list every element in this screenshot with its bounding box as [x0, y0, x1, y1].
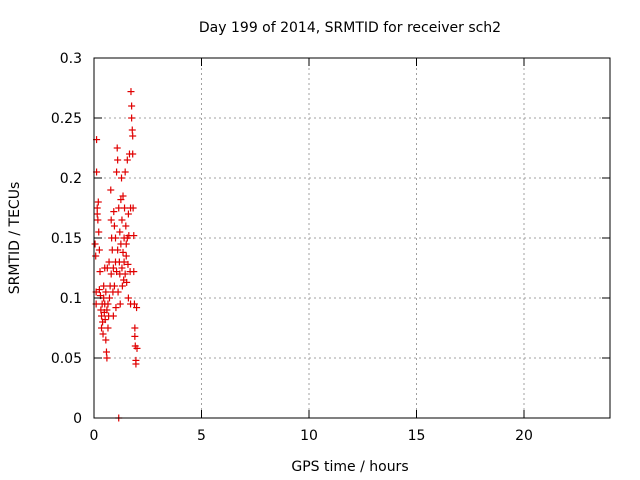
- data-point: [94, 216, 102, 224]
- data-point: [124, 210, 132, 218]
- data-point: [130, 268, 138, 276]
- x-tick-label: 5: [197, 428, 206, 444]
- data-point: [119, 248, 127, 256]
- x-tick-label: 0: [90, 428, 99, 444]
- data-point: [129, 150, 137, 158]
- data-point: [131, 324, 139, 332]
- data-point: [103, 354, 111, 362]
- data-point: [116, 300, 124, 308]
- data-point: [98, 312, 106, 320]
- data-point: [114, 246, 122, 254]
- data-point: [113, 144, 121, 152]
- data-point: [112, 304, 120, 312]
- plot-frame: [93, 57, 611, 419]
- data-point: [124, 260, 132, 268]
- data-point: [117, 196, 125, 204]
- y-tick-label: 0.15: [51, 231, 82, 247]
- data-point: [107, 216, 115, 224]
- data-point: [130, 300, 138, 308]
- data-point: [102, 336, 110, 344]
- data-point: [116, 228, 124, 236]
- data-point: [129, 204, 137, 212]
- x-axis-label: GPS time / hours: [291, 459, 408, 475]
- data-point: [133, 344, 141, 352]
- data-point: [101, 316, 109, 324]
- data-point: [128, 126, 136, 134]
- data-point: [110, 208, 118, 216]
- y-tick-label: 0.05: [51, 351, 82, 367]
- data-point: [93, 204, 101, 212]
- data-point: [99, 330, 107, 338]
- data-point: [118, 264, 126, 272]
- data-point: [103, 264, 111, 272]
- data-point: [123, 278, 131, 286]
- data-point: [118, 282, 126, 290]
- data-point: [121, 168, 129, 176]
- data-point: [100, 282, 108, 290]
- data-point: [103, 306, 111, 314]
- data-point: [109, 312, 117, 320]
- y-axis-label: SRMTID / TECUs: [7, 182, 23, 295]
- data-point: [102, 348, 110, 356]
- data-point: [95, 228, 103, 236]
- grid-lines: [94, 58, 610, 418]
- data-point: [109, 264, 117, 272]
- data-points: [91, 88, 141, 422]
- data-point: [105, 294, 113, 302]
- x-tick-label: 15: [408, 428, 426, 444]
- data-point: [122, 252, 130, 260]
- data-point: [114, 156, 122, 164]
- data-point: [96, 268, 104, 276]
- data-point: [105, 258, 113, 266]
- data-point: [113, 168, 121, 176]
- x-tick-label: 20: [515, 428, 533, 444]
- data-point: [119, 192, 127, 200]
- data-point: [104, 300, 112, 308]
- y-tick-label: 0.25: [51, 111, 82, 127]
- chart-title: Day 199 of 2014, SRMTID for receiver sch…: [199, 20, 501, 36]
- data-point: [124, 294, 132, 302]
- x-tick-label: 10: [300, 428, 318, 444]
- data-point: [128, 102, 136, 110]
- y-tick-label: 0.2: [60, 171, 82, 187]
- data-point: [94, 198, 102, 206]
- data-point: [118, 174, 126, 182]
- data-point: [95, 246, 103, 254]
- data-point: [91, 240, 99, 248]
- data-point: [127, 88, 135, 96]
- data-point: [121, 204, 129, 212]
- axes: 0 5 10 15 20 0 0.05 0.1 0.15 0.2 0.25 0.3: [51, 51, 610, 444]
- y-tick-label: 0: [73, 411, 82, 427]
- data-point: [131, 332, 139, 340]
- data-point: [133, 304, 141, 312]
- data-point: [110, 282, 118, 290]
- data-point: [129, 132, 137, 140]
- data-point: [104, 324, 112, 332]
- data-point: [107, 186, 115, 194]
- data-point: [132, 360, 140, 368]
- data-point: [120, 258, 128, 266]
- data-point: [122, 222, 130, 230]
- y-tick-label: 0.3: [60, 51, 82, 67]
- data-point: [121, 270, 129, 278]
- data-point: [98, 324, 106, 332]
- data-point: [110, 222, 118, 230]
- y-tick-label: 0.1: [60, 291, 82, 307]
- data-point: [112, 234, 119, 242]
- data-point: [130, 232, 138, 240]
- data-point: [92, 252, 100, 260]
- data-point: [128, 114, 136, 122]
- data-point: [95, 286, 103, 294]
- data-point: [114, 288, 122, 296]
- data-point: [122, 240, 130, 248]
- data-point: [123, 156, 131, 164]
- data-point: [93, 210, 101, 218]
- data-point: [107, 270, 115, 278]
- data-point: [118, 216, 126, 224]
- data-point: [102, 288, 110, 296]
